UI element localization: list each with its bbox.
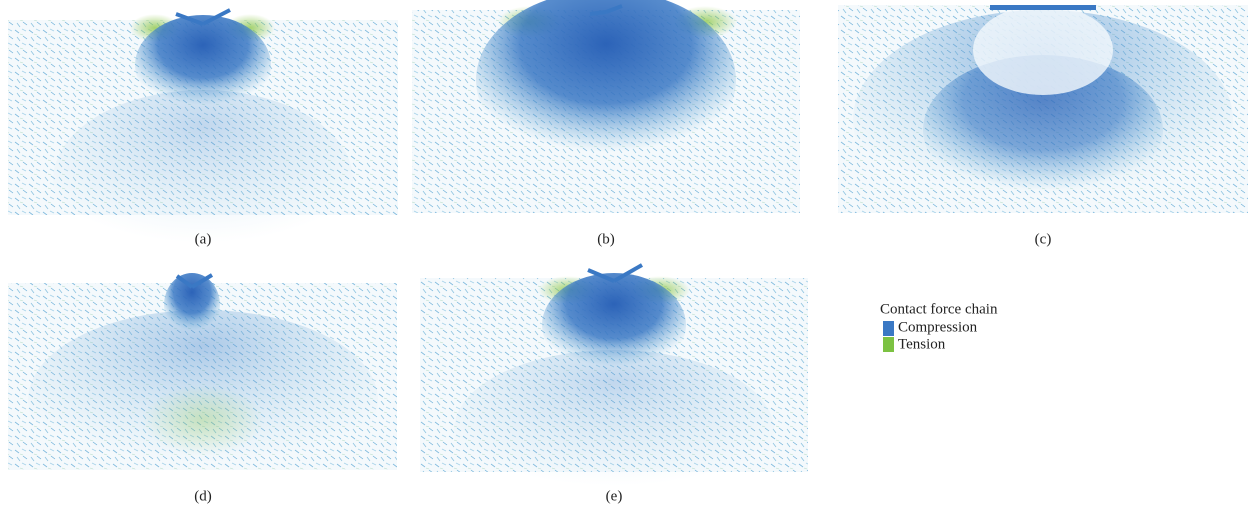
panel-image: [412, 0, 800, 213]
legend-swatch: [883, 337, 894, 352]
panel-label: (b): [597, 231, 615, 247]
legend-label: Tension: [898, 336, 946, 352]
panel-label: (a): [195, 231, 212, 247]
panel-label: (e): [606, 488, 623, 504]
legend-label: Compression: [898, 319, 978, 335]
panel-image: [420, 265, 808, 510]
panel-label: (d): [194, 488, 212, 504]
figure: (a) (b) (c) (d) (e) Contact force chain …: [0, 0, 1256, 515]
legend-swatch: [883, 321, 894, 336]
panel-image: [8, 273, 397, 490]
panel-label: (c): [1035, 231, 1052, 247]
legend-title: Contact force chain: [880, 301, 998, 317]
panel-image: [838, 5, 1248, 230]
